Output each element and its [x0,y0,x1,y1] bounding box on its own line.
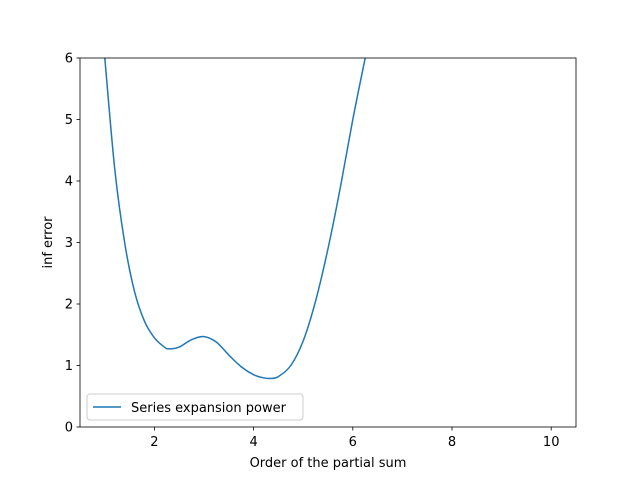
x-tick-label: 6 [349,435,357,450]
x-axis-label: Order of the partial sum [250,456,407,471]
y-tick-label: 4 [65,175,73,190]
x-tick-label: 2 [150,435,158,450]
y-tick-label: 5 [65,113,73,128]
y-tick-label: 2 [65,298,73,313]
x-axis: 2 4 6 8 10 [150,427,559,450]
y-axis: 0 1 2 3 4 5 6 [65,52,80,436]
x-tick-label: 4 [249,435,257,450]
y-tick-label: 0 [65,421,73,436]
legend: Series expansion power [86,393,304,421]
series-line-0 [104,58,366,380]
y-tick-label: 3 [65,236,73,251]
x-tick-label: 10 [543,435,560,450]
x-tick-label: 8 [448,435,456,450]
legend-label-series-expansion-power: Series expansion power [131,401,287,416]
y-tick-label: 1 [65,359,73,374]
legend-box [86,393,304,421]
y-axis-label: inf error [41,216,56,269]
plot-layer [104,58,366,380]
y-tick-label: 6 [65,52,73,67]
